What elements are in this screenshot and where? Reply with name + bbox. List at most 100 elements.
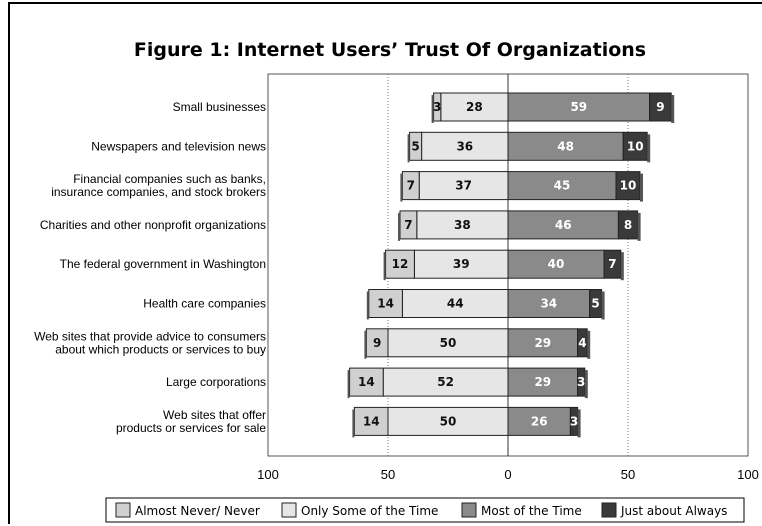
bar-shadow [601,291,605,320]
bar-shadow [640,173,643,202]
legend-swatch [601,502,617,518]
bar-value-label: 59 [570,100,587,114]
bar-value-label: 37 [455,179,472,193]
bar-value-label: 3 [570,414,578,428]
bar-segment [421,131,509,161]
bar-shadow [366,291,369,320]
bar-value-label: 4 [578,336,586,350]
category-label: Small businesses [173,100,266,114]
bar-segment [416,210,509,240]
bar-value-label: 12 [392,257,409,271]
bar-value-label: 39 [453,257,470,271]
category-label-line: Small businesses [173,100,266,114]
bar-segment [382,367,509,397]
bar-segment [649,92,672,122]
bar-value-label: 9 [656,100,664,114]
category-label-line: Health care companies [143,297,266,311]
category-label: Web sites that offer products or services… [116,408,266,435]
bar-value-label: 50 [440,336,457,350]
bar-value-label: 5 [411,139,419,153]
bar-value-label: 50 [440,414,457,428]
bar-segment [418,171,509,201]
bar-value-label: 28 [466,100,483,114]
bar-segment [413,249,509,279]
x-tick-label: 100 [257,467,279,482]
category-label: Large corporations [166,375,266,389]
category-label-line: Charities and other nonprofit organizati… [40,218,266,232]
bar-segment [507,249,605,279]
bar-value-label: 26 [531,414,548,428]
category-label: The federal government in Washington [60,257,266,271]
category-label-line: Newspapers and television news [91,139,266,153]
category-label-line: Large corporations [166,375,266,389]
x-tick-label: 100 [737,467,759,482]
bar-value-label: 29 [534,336,551,350]
bar-segment [385,249,415,279]
bar-shadow [383,252,386,281]
bar-value-label: 7 [404,218,412,232]
bar-value-label: 14 [358,375,375,389]
chart-frame: Figure 1: Internet Users’ Trust Of Organ… [8,2,762,524]
bar-value-label: 46 [555,218,572,232]
category-label-line: Web sites that offer [163,408,266,422]
bar-segment [507,367,579,397]
bar-value-label: 3 [577,375,585,389]
category-label: Financial companies such as banks, insura… [51,172,266,199]
bar-segment [615,171,641,201]
category-label: Charities and other nonprofit organizati… [40,218,266,232]
legend: Almost Never/ Never Only Some of the Time… [105,497,745,523]
bar-shadow [352,409,355,438]
category-label-line: Financial companies such as banks, [73,172,266,186]
bar-shadow [431,95,434,123]
category-label-line: Web sites that provide advice to consume… [34,329,266,343]
bar-segment [507,328,579,358]
bar-value-label: 40 [548,257,565,271]
x-tick-label: 50 [621,467,635,482]
bar-segment [507,92,651,122]
bar-segment [507,289,591,318]
x-tick-label: 0 [504,467,511,482]
legend-swatch [115,502,131,518]
bar-shadow [587,330,591,359]
bar-shadow [637,212,641,241]
bar-value-label: 52 [437,375,454,389]
category-label-line: The federal government in Washington [60,257,266,271]
legend-label: Just about Always [620,504,727,518]
legend-label: Almost Never/ Never [135,504,260,518]
bar-shadow [407,134,410,163]
bar-shadow [347,370,350,399]
bar-value-label: 8 [624,218,632,232]
category-label: Newspapers and television news [91,139,266,153]
bar-segment [387,328,509,358]
bar-segment [353,406,389,436]
bar-value-label: 45 [554,179,571,193]
bar-segment [577,328,588,358]
category-labels: Small businesses Newspapers and televisio… [34,100,266,435]
bar-value-label: 14 [377,297,394,311]
chart-svg: Figure 1: Internet Users’ Trust Of Organ… [34,39,759,523]
category-label-line: insurance companies, and stock brokers [51,185,266,199]
bar-value-label: 14 [363,414,380,428]
x-axis-ticks: 100 50 0 50 100 [257,467,759,482]
bar-shadow [647,134,651,163]
legend-swatch [281,502,297,518]
bar-value-label: 44 [447,297,464,311]
bar-segment [507,210,619,240]
bar-value-label: 10 [620,179,637,193]
bar-value-label: 7 [407,179,415,193]
bar-value-label: 7 [608,257,616,271]
bar-shadow [400,173,403,202]
legend-box [105,497,745,523]
bar-segment [349,367,384,397]
chart-title: Figure 1: Internet Users’ Trust Of Organ… [134,39,646,61]
bar-value-label: 34 [540,297,557,311]
bar-shadow [364,330,367,359]
x-tick-label: 50 [381,467,395,482]
bar-segment [622,131,648,161]
bar-shadow [584,370,588,399]
bar-value-label: 10 [627,139,644,153]
category-label: Health care companies [143,297,266,311]
bar-value-label: 9 [373,336,381,350]
category-label-line: about which products or services to buy [55,342,266,356]
